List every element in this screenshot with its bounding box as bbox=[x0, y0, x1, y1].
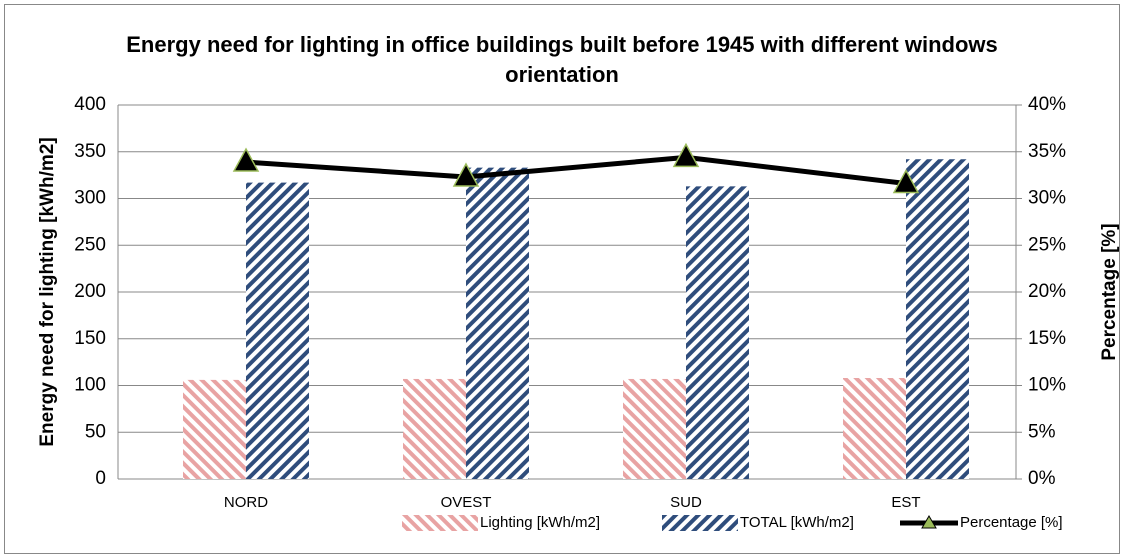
x-tick-label: NORD bbox=[224, 494, 268, 511]
y-tick-label: 250 bbox=[74, 234, 106, 255]
bar bbox=[623, 378, 686, 479]
y2-tick-label: 25% bbox=[1028, 234, 1066, 255]
y2-tick-label: 30% bbox=[1028, 188, 1066, 209]
legend-swatch bbox=[662, 515, 738, 531]
legend-swatch bbox=[402, 515, 478, 531]
bar bbox=[843, 378, 906, 479]
y2-tick-label: 0% bbox=[1028, 468, 1056, 489]
marker bbox=[452, 162, 480, 187]
x-tick-label: SUD bbox=[670, 494, 702, 511]
y-tick-label: 100 bbox=[74, 375, 106, 396]
legend-marker bbox=[921, 515, 937, 529]
marker bbox=[892, 168, 920, 194]
marker bbox=[672, 142, 700, 168]
legend-label: Lighting [kWh/m2] bbox=[480, 514, 600, 531]
y2-axis-title: Percentage [%] bbox=[1099, 223, 1120, 360]
y-tick-label: 350 bbox=[74, 141, 106, 162]
y-tick-label: 300 bbox=[74, 188, 106, 209]
chart-border bbox=[4, 4, 1120, 554]
y2-tick-label: 40% bbox=[1028, 94, 1066, 115]
x-tick-label: OVEST bbox=[441, 494, 492, 511]
bar bbox=[183, 379, 246, 479]
y2-tick-label: 5% bbox=[1028, 421, 1056, 442]
legend-label: TOTAL [kWh/m2] bbox=[740, 514, 854, 531]
chart-title: Energy need for lighting in office build… bbox=[126, 32, 998, 87]
bar bbox=[403, 378, 466, 479]
y2-tick-label: 20% bbox=[1028, 281, 1066, 302]
y2-tick-label: 35% bbox=[1028, 141, 1066, 162]
marker bbox=[232, 147, 260, 172]
bar bbox=[906, 159, 969, 480]
y-tick-label: 400 bbox=[74, 94, 106, 115]
y-tick-label: 150 bbox=[74, 328, 106, 349]
y-tick-label: 50 bbox=[85, 421, 106, 442]
legend-label: Percentage [%] bbox=[960, 514, 1063, 531]
bar bbox=[466, 167, 529, 479]
y-tick-label: 0 bbox=[95, 468, 106, 489]
x-tick-label: EST bbox=[891, 494, 920, 511]
line-series bbox=[245, 154, 907, 187]
y2-tick-label: 15% bbox=[1028, 328, 1066, 349]
bar bbox=[246, 182, 309, 480]
bar bbox=[686, 186, 749, 479]
y-tick-label: 200 bbox=[74, 281, 106, 302]
y2-tick-label: 10% bbox=[1028, 375, 1066, 396]
y-axis-title: Energy need for lighting [kWh/m2] bbox=[37, 137, 58, 446]
